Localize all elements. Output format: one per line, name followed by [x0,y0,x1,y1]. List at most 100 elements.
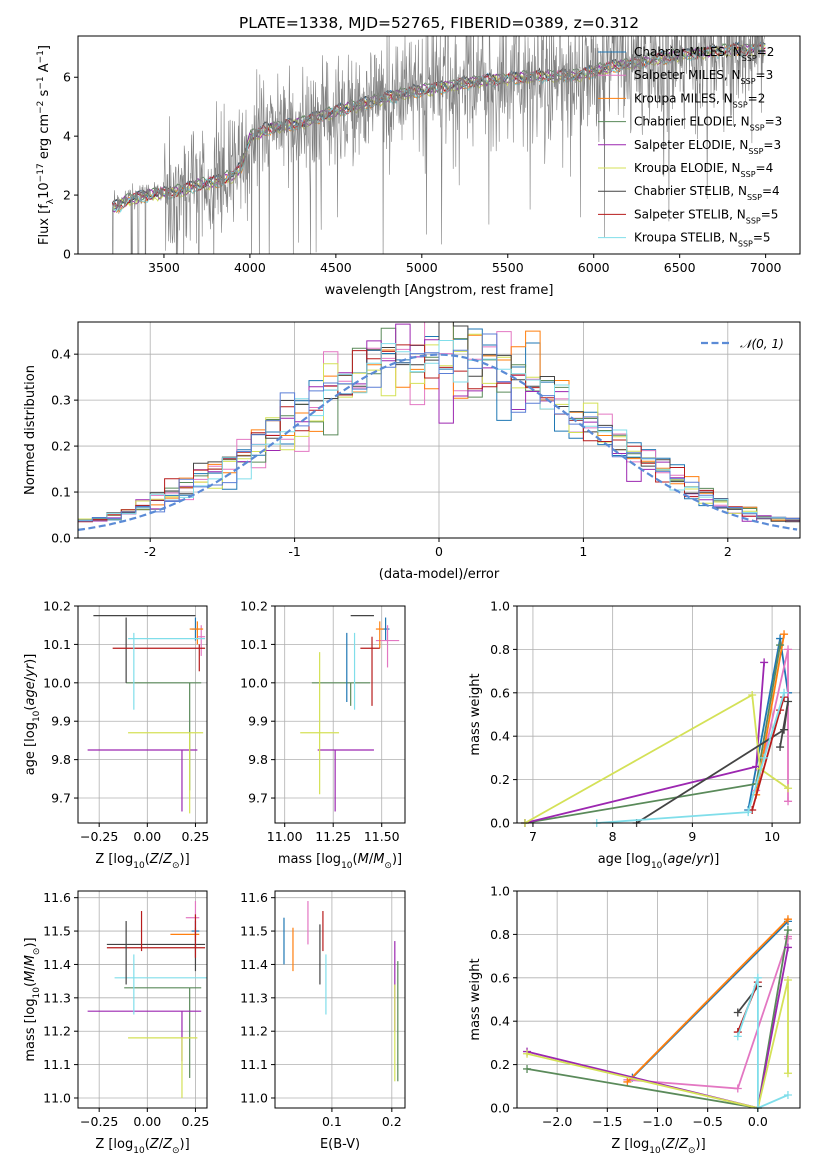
y-tick-label: 10.2 [43,599,71,614]
series-marker [783,975,792,984]
age_vs_mass-panel: 11.00 11.25 11.50 9.7 9.8 9.9 10.0 10.1 10.2 mass… [240,599,406,871]
normal-curve [78,353,798,531]
axes-frame [274,605,406,824]
x-tick-label: 4000 [234,260,266,275]
y-tick-label: 10.0 [43,675,71,690]
x-tick-label: 7 [529,829,537,844]
errorbar-plot [283,901,399,1082]
series-line [526,979,789,1110]
x-tick-label: 11.00 [267,829,303,844]
x-tick-label: 0.00 [133,829,161,844]
y-tick-label: 10.1 [43,637,71,652]
y-axis-label: mass weight [468,673,483,755]
y-tick-label: 0.0 [490,1101,510,1116]
errorbar-plot [87,901,207,1098]
y-tick-label: 9.7 [51,791,71,806]
x-axis-label: (data-model)/error [379,567,500,582]
axes-frame [77,890,208,1109]
series-marker [784,645,793,654]
x-axis-label: mass [log10(M/M⊙)] [278,852,402,871]
chart-title: PLATE=1338, MJD=52765, FIBERID=0389, z=0… [239,14,639,32]
x-tick-label: 8 [609,829,617,844]
spectrum-plot [111,36,766,254]
y-tick-label: 0.2 [51,439,71,454]
y-tick-label: 11.2 [43,1024,71,1039]
massweight_vs_Z-panel: −2.0 −1.5 −1.0 −0.5 0.0 0.0 0.2 0.4 0.6 0.8 1.0 Z [… [468,884,801,1156]
series-marker [776,641,785,650]
y-tick-label: 10.2 [240,599,268,614]
series-marker [783,943,792,952]
y-tick-label: 0.8 [490,642,510,657]
observed-spectrum-line [112,36,765,254]
series-marker [733,1032,742,1041]
y-tick-label: 0.2 [490,772,510,787]
legend-label: Salpeter STELIB, NSSP=5 [634,207,778,225]
x-axis-label: Z [log10(Z/Z⊙)] [611,1137,705,1156]
x-tick-label: -1 [288,544,300,559]
x-tick-label: 0.25 [182,1114,210,1129]
x-axis-label: wavelength [Angstrom, rest frame] [325,283,554,298]
y-tick-label: 0.4 [490,729,510,744]
y-tick-label: 11.1 [43,1057,71,1072]
legend-label: Salpeter ELODIE, NSSP=3 [634,138,781,156]
x-tick-label: 5500 [492,260,524,275]
series-marker [623,1077,632,1086]
age_vs_Z-panel: −0.25 0.00 0.25 9.7 9.8 9.9 10.0 10.1 10.2 Z [log… [23,599,209,872]
series-line [524,644,781,824]
y-tick-label: 9.7 [248,791,268,806]
x-tick-label: −1.0 [642,1114,672,1129]
series-marker [784,797,793,806]
legend-label: 𝒩(0, 1) [740,337,784,351]
series-marker [776,743,785,752]
series-marker [733,1084,742,1093]
x-axis-label: E(B-V) [320,1137,360,1152]
y-axis-label: mass [log10(M/M⊙)] [23,937,42,1061]
y-tick-label: 10.0 [240,675,268,690]
series-marker [523,1064,532,1073]
x-tick-label: 2 [724,544,732,559]
y-tick-label: 11.0 [240,1090,268,1105]
mass_vs_Z-panel: −0.25 0.00 0.25 11.0 11.1 11.2 11.3 11.4 11.5 11.… [23,890,209,1156]
series-line [524,693,789,824]
line-plot [520,630,793,827]
axes-frame [516,605,801,824]
series-marker [753,973,762,982]
spectrum-panel: PLATE=1338, MJD=52765, FIBERID=0389, z=0… [36,14,801,298]
y-tick-label: 9.9 [51,714,71,729]
histogram-step [78,333,800,522]
legend-label: Chabrier ELODIE, NSSP=3 [634,115,782,133]
y-tick-label: 11.2 [240,1024,268,1039]
massweight_vs_age-panel: 7 8 9 10 0.0 0.2 0.4 0.6 0.8 1.0 age [log10(age/yr… [468,599,801,871]
y-tick-label: 0.8 [490,927,510,942]
series-marker [784,784,793,793]
x-tick-label: −0.5 [692,1114,722,1129]
series-marker [780,630,789,639]
y-axis-label: age [log10(age/yr)] [23,654,42,776]
legend-label: Chabrier MILES, NSSP=2 [634,45,774,63]
axes-frame [77,605,208,824]
x-tick-label: 0.00 [133,1114,161,1129]
errorbar-plot [87,615,206,814]
legend-label: Salpeter MILES, NSSP=3 [634,68,773,86]
y-tick-label: 11.3 [240,990,268,1005]
y-tick-label: 11.6 [240,890,268,905]
x-tick-label: −1.5 [592,1114,622,1129]
y-tick-label: 9.8 [51,752,71,767]
y-tick-label: 9.8 [248,752,268,767]
y-tick-label: 10.1 [240,637,268,652]
y-tick-label: 11.5 [240,924,268,939]
y-tick-label: 11.4 [43,957,71,972]
residuals-legend: 𝒩(0, 1) [701,337,784,351]
y-tick-label: 9.9 [248,714,268,729]
y-axis-label: Normed distribution [23,365,38,495]
x-tick-label: 11.50 [364,829,400,844]
y-tick-label: 11.5 [43,924,71,939]
series-marker [760,658,769,667]
y-tick-label: 11.4 [240,957,268,972]
x-tick-label: 11.25 [315,829,351,844]
y-tick-label: 4 [63,129,71,144]
residuals-panel: -2 -1 0 1 2 0.0 0.1 0.2 0.3 0.4 (data-model)/error… [23,321,801,582]
y-tick-label: 0.4 [490,1014,510,1029]
x-tick-label: 5000 [406,260,438,275]
x-tick-label: −0.25 [80,1114,118,1129]
